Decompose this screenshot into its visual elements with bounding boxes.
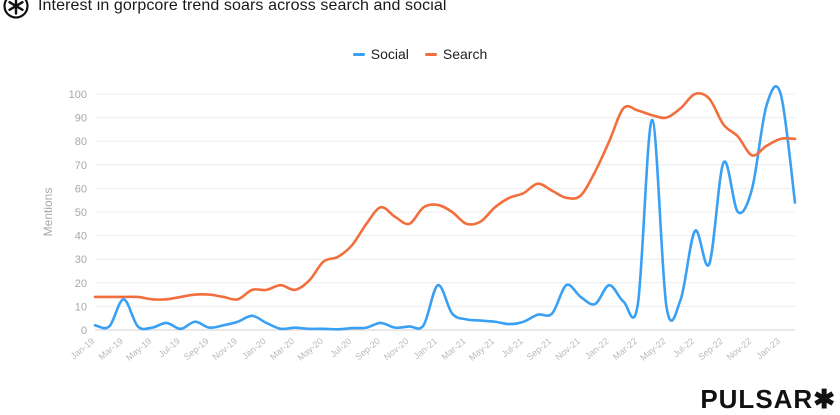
x-tick-label: Jul-21 xyxy=(500,336,525,359)
x-tick-label: Mar-20 xyxy=(268,336,296,362)
x-tick-label: May-21 xyxy=(467,336,496,363)
x-tick-label: Jan-21 xyxy=(412,336,440,361)
y-tick-label: 60 xyxy=(75,183,87,195)
grid xyxy=(95,93,795,331)
x-tick-label: Sep-19 xyxy=(182,336,211,362)
y-tick-label: 70 xyxy=(75,160,87,172)
series-line-search[interactable] xyxy=(93,92,797,301)
x-axis: Jan-19 Mar-19 May-19 Jul-19 Sep-19 Nov-19 Jan-… xyxy=(69,336,782,363)
x-tick-label: Mar-19 xyxy=(97,336,125,362)
legend-item-search[interactable]: Search xyxy=(424,46,488,62)
x-tick-label: Nov-22 xyxy=(725,336,754,362)
y-tick-label: 0 xyxy=(81,325,87,337)
y-tick-label: 40 xyxy=(75,231,87,243)
x-tick-label: Nov-19 xyxy=(210,336,239,362)
x-tick-label: May-22 xyxy=(638,336,667,363)
legend-label-search: Search xyxy=(442,46,488,62)
x-tick-label: May-19 xyxy=(124,336,153,363)
y-tick-label: 90 xyxy=(75,113,87,125)
x-tick-label: Jul-19 xyxy=(157,336,182,359)
y-tick-label: 80 xyxy=(75,136,87,148)
x-tick-label: Jan-23 xyxy=(754,336,782,361)
y-tick-label: 30 xyxy=(75,254,87,266)
x-tick-label: Nov-20 xyxy=(382,336,411,362)
y-tick-label: 10 xyxy=(75,301,87,313)
x-tick-label: Jul-22 xyxy=(671,336,696,359)
x-tick-label: Mar-22 xyxy=(611,336,639,362)
series-lines xyxy=(93,85,797,331)
chart-header: Interest in gorpcore trend soars across … xyxy=(0,0,447,20)
x-tick-label: Jan-22 xyxy=(583,336,611,361)
legend-label-social: Social xyxy=(370,46,409,62)
x-tick-label: Sep-20 xyxy=(353,336,382,362)
legend-item-social[interactable]: Social xyxy=(352,46,409,62)
x-tick-label: May-20 xyxy=(295,336,324,363)
x-tick-label: Sep-22 xyxy=(696,336,725,362)
y-tick-label: 100 xyxy=(69,89,87,101)
series-line-social[interactable] xyxy=(93,85,797,331)
y-axis: 0 10 20 30 40 50 60 70 80 90 100 Mentions xyxy=(41,89,87,337)
x-tick-label: Sep-21 xyxy=(525,336,554,362)
y-tick-label: 20 xyxy=(75,278,87,290)
chart-legend: Social Search xyxy=(0,46,840,62)
y-tick-label: 50 xyxy=(75,207,87,219)
x-tick-label: Jan-19 xyxy=(69,336,97,361)
x-tick-label: Jul-20 xyxy=(328,336,353,359)
y-axis-label: Mentions xyxy=(41,188,55,237)
x-tick-label: Jan-20 xyxy=(240,336,268,361)
x-tick-label: Mar-21 xyxy=(439,336,467,362)
x-tick-label: Nov-21 xyxy=(553,336,582,362)
chart-title: Interest in gorpcore trend soars across … xyxy=(38,0,447,14)
legend-swatch-social xyxy=(352,52,365,56)
pulsar-star-icon xyxy=(3,0,29,19)
legend-swatch-search xyxy=(424,52,437,56)
